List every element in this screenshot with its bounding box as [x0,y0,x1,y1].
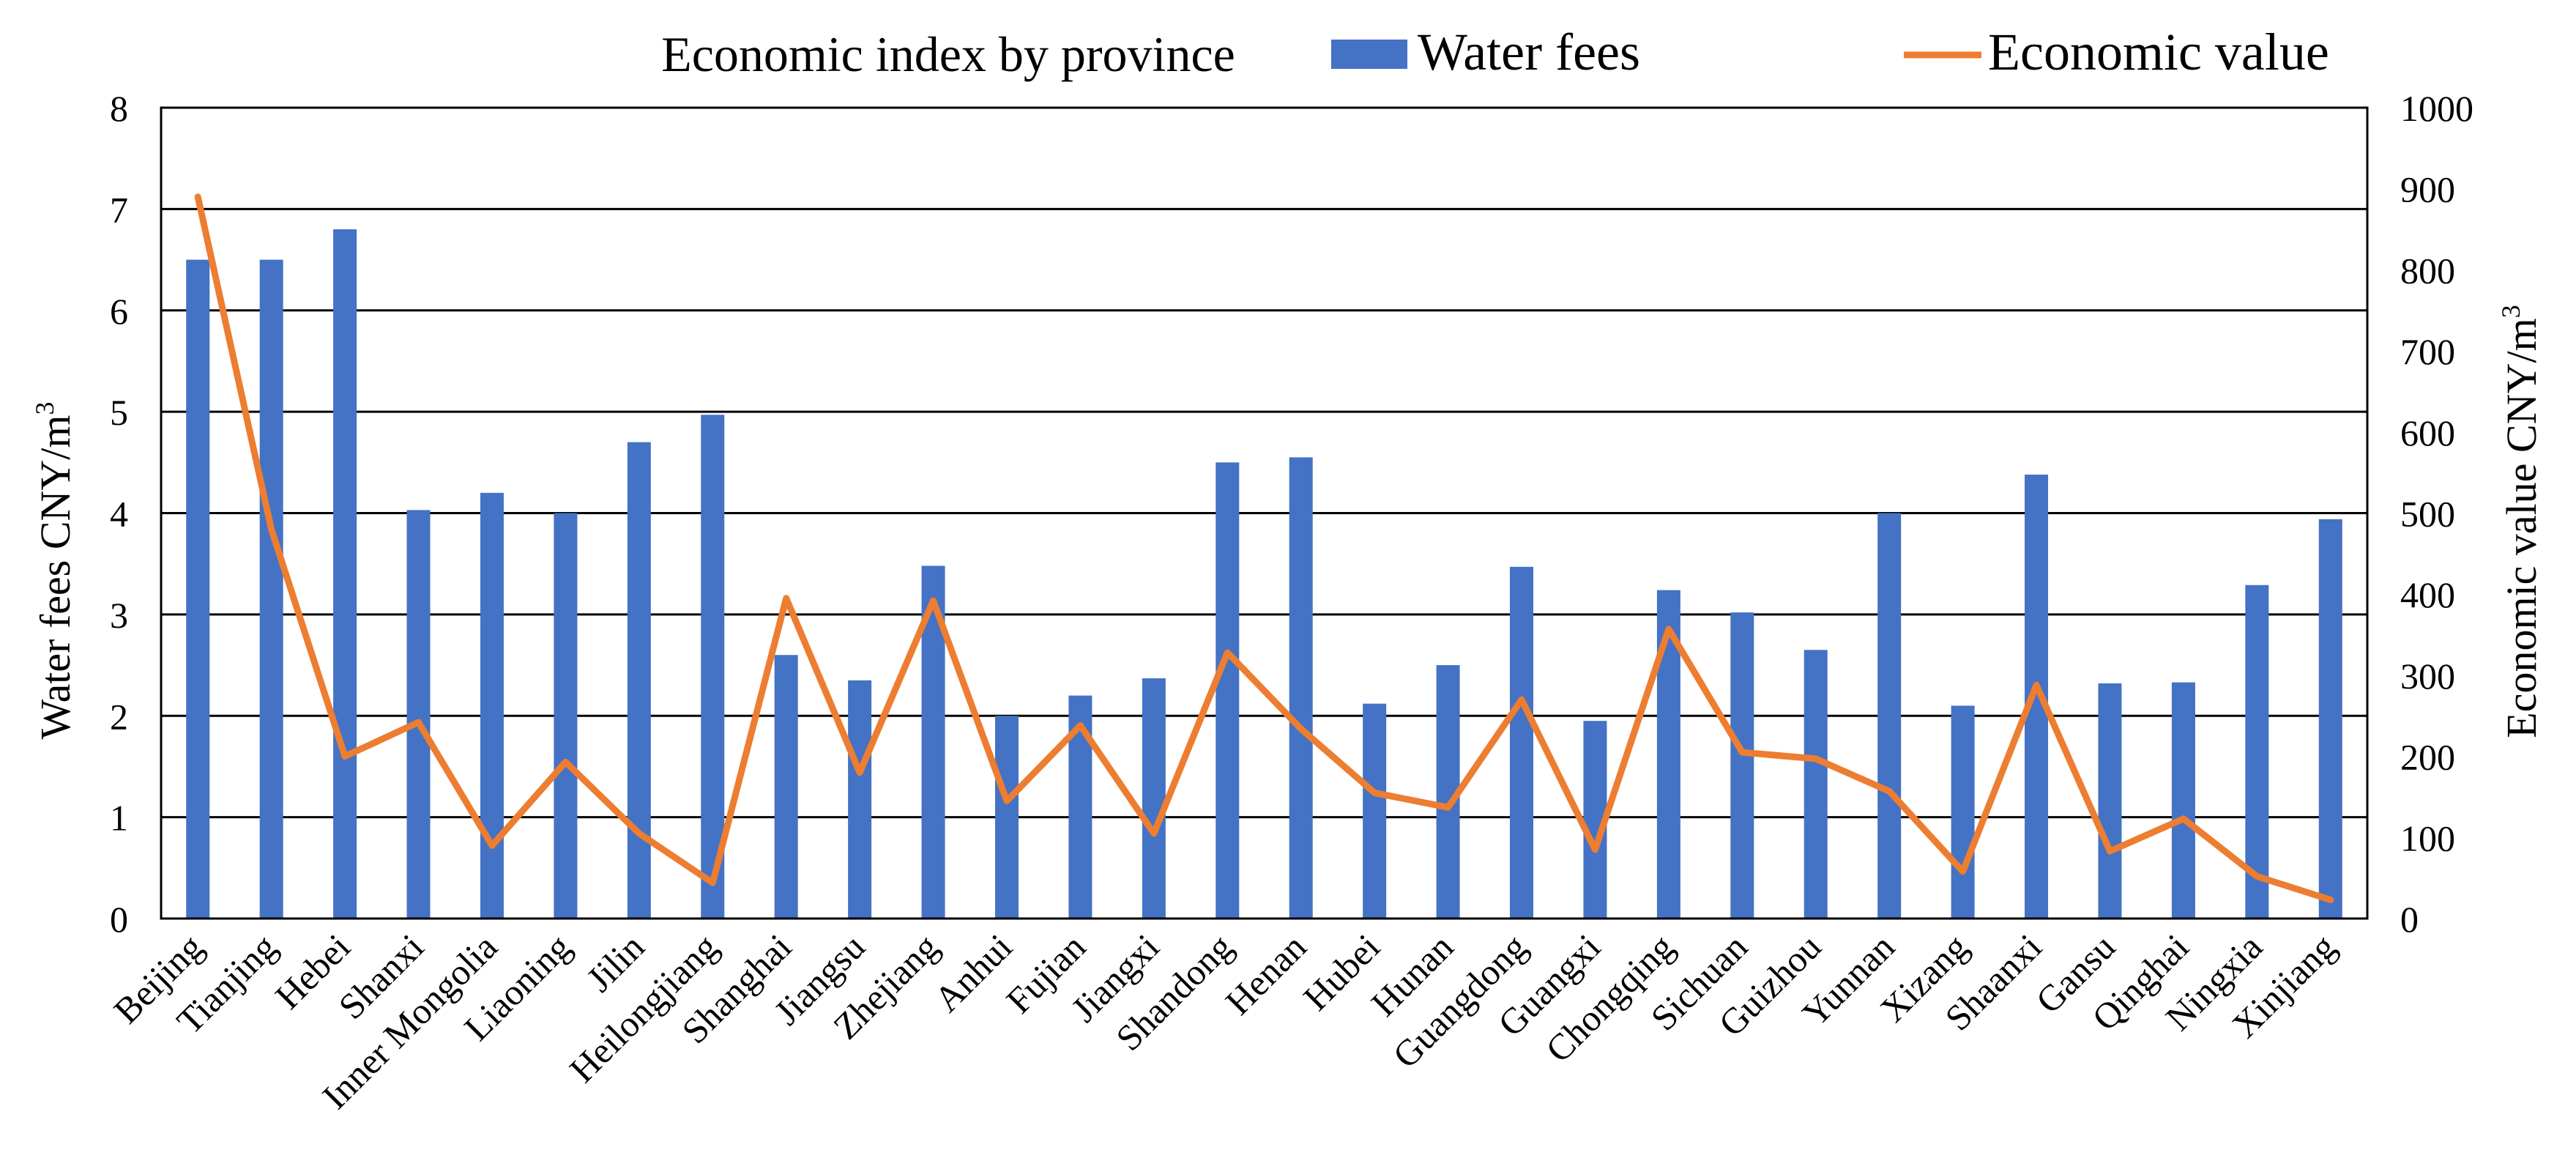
chart-title: Economic index by province [661,26,1235,82]
right-tick-label: 800 [2400,250,2455,291]
line-point [712,882,713,883]
line-point [1448,806,1449,808]
line-point [271,529,272,530]
left-tick-label: 6 [110,291,128,332]
line-point [2330,899,2331,901]
bar [480,492,504,919]
legend-label-water-fees: Water fees [1418,23,1640,81]
right-tick-label: 1000 [2400,88,2473,129]
line-point [1226,652,1228,653]
right-tick-label: 200 [2400,737,2455,778]
line-point [2036,684,2037,686]
right-tick-label: 900 [2400,169,2455,210]
line-point [1888,790,1890,792]
bar [2171,682,2195,919]
line-point [1153,833,1155,834]
left-tick-label: 4 [110,494,128,535]
bar [2245,585,2269,919]
line-point [1521,699,1522,700]
left-axis-ticks: 0 1 2 3 4 5 6 7 8 [110,88,128,940]
bar [186,259,210,919]
line-point [418,721,420,723]
bar [1877,513,1902,919]
bar [1363,703,1387,919]
left-tick-label: 2 [110,696,128,737]
line-point [1668,628,1669,630]
line-point [1741,752,1743,753]
bar [994,716,1019,919]
legend-swatch-water-fees [1331,40,1407,69]
x-tick-label: Anhui [926,926,1020,1020]
bar [848,680,872,919]
left-tick-label: 1 [110,798,128,839]
bar [627,442,651,919]
plot-frame [160,106,2369,920]
line-point [1374,792,1375,793]
gridlines [161,207,2367,819]
right-tick-label: 700 [2400,331,2455,372]
line-point [1815,758,1817,760]
line-point [2109,850,2110,852]
bar-series [186,229,2342,919]
bar [406,510,431,919]
left-tick-label: 5 [110,392,128,433]
right-tick-label: 400 [2400,574,2455,615]
line-point [639,833,640,834]
line-point [197,196,198,198]
bar [1216,462,1240,919]
line-point [1962,871,1964,872]
bar [554,513,578,919]
left-tick-label: 0 [110,899,128,940]
legend: Water fees Economic value [1331,23,2329,81]
line-point [859,772,860,774]
left-tick-label: 8 [110,88,128,129]
line-point [491,845,493,846]
bar [333,229,357,919]
left-tick-label: 3 [110,595,128,636]
left-axis-title: Water fees CNY/m3 [30,401,79,739]
right-axis-ticks: 0 100 200 300 400 500 600 700 800 900 1000 [2400,88,2473,940]
right-tick-label: 100 [2400,817,2455,858]
economic-value-line [194,193,2334,903]
bar [2098,683,2122,919]
line-point [2183,818,2184,820]
bar [259,259,283,919]
right-tick-label: 600 [2400,412,2455,453]
bar [1730,612,1754,919]
line-point [1594,849,1596,850]
left-tick-label: 7 [110,189,128,230]
line-point [1079,725,1081,727]
legend-label-economic-value: Economic value [1988,23,2329,81]
bar [1510,566,1534,919]
bar [1142,678,1166,919]
bar [774,655,798,919]
line-point [933,600,934,601]
bar [701,415,725,919]
line-point [344,756,346,757]
line-point [786,598,787,599]
right-tick-label: 0 [2400,899,2419,940]
bar [2318,519,2342,919]
x-tick-label: Henan [1218,926,1314,1023]
right-axis-title: Economic value CNY/m3 [2496,305,2545,738]
line-series [194,193,2334,903]
right-tick-label: 300 [2400,656,2455,697]
bar [1289,457,1313,919]
line-point [565,761,566,763]
line-point [1006,800,1008,801]
right-tick-label: 500 [2400,494,2455,535]
bar [1803,650,1828,919]
line-point [2256,875,2257,877]
bar [1951,705,1975,919]
line-point [1300,728,1302,730]
